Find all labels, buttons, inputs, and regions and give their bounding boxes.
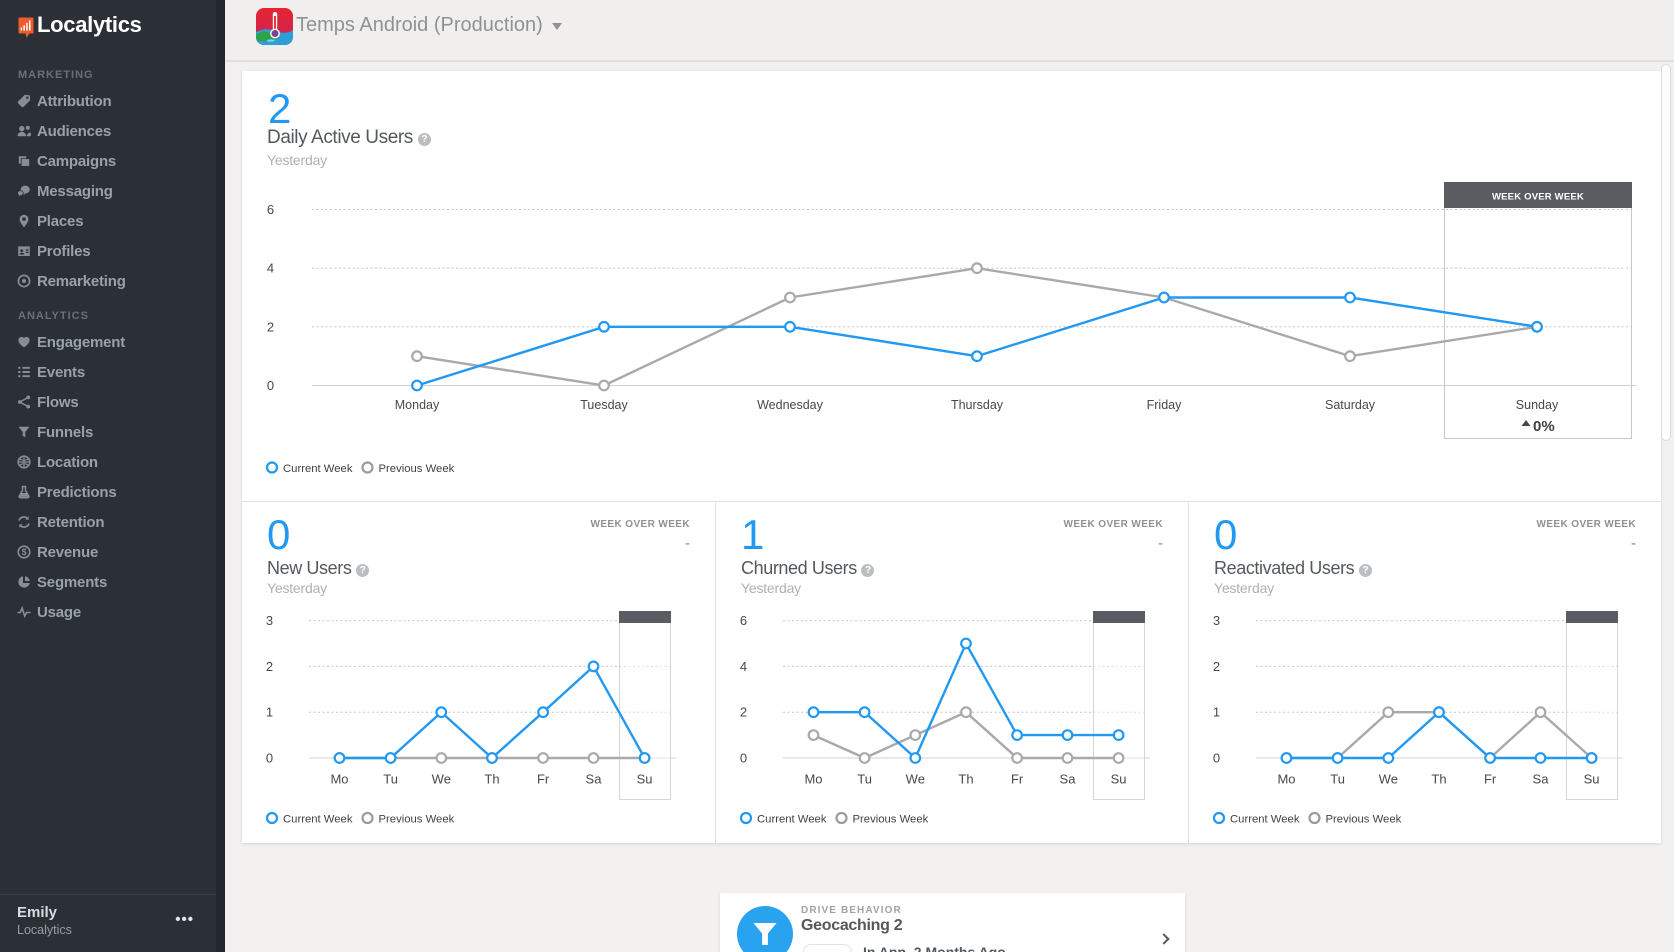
svg-text:Mo: Mo bbox=[1277, 772, 1295, 787]
svg-text:6: 6 bbox=[740, 613, 747, 628]
svg-text:Sunday: Sunday bbox=[1516, 398, 1559, 412]
svg-text:0: 0 bbox=[1213, 751, 1220, 766]
svg-text:Current Week: Current Week bbox=[1230, 814, 1300, 826]
svg-text:1: 1 bbox=[1213, 705, 1220, 720]
svg-text:Current Week: Current Week bbox=[757, 814, 827, 826]
svg-text:4: 4 bbox=[740, 659, 747, 674]
svg-text:Previous Week: Previous Week bbox=[379, 814, 455, 826]
svg-text:Tu: Tu bbox=[1330, 772, 1345, 787]
svg-text:$: $ bbox=[22, 547, 27, 557]
svg-text:Mo: Mo bbox=[804, 772, 822, 787]
svg-text:Sa: Sa bbox=[1060, 772, 1077, 787]
svg-text:2: 2 bbox=[266, 659, 273, 674]
svg-text:Current Week: Current Week bbox=[283, 814, 353, 826]
svg-text:Fr: Fr bbox=[537, 772, 550, 787]
svg-text:WEEK OVER WEEK: WEEK OVER WEEK bbox=[1492, 192, 1584, 203]
svg-text:Tu: Tu bbox=[383, 772, 398, 787]
svg-text:Monday: Monday bbox=[395, 398, 440, 412]
svg-text:Saturday: Saturday bbox=[1325, 398, 1376, 412]
svg-text:We: We bbox=[906, 772, 925, 787]
svg-text:2: 2 bbox=[267, 319, 274, 334]
svg-text:Current Week: Current Week bbox=[283, 463, 353, 475]
svg-text:Su: Su bbox=[1111, 772, 1127, 787]
svg-text:Previous Week: Previous Week bbox=[853, 814, 929, 826]
svg-text:Sa: Sa bbox=[586, 772, 603, 787]
svg-text:Su: Su bbox=[637, 772, 653, 787]
svg-text:2: 2 bbox=[740, 705, 747, 720]
svg-text:0%: 0% bbox=[1533, 418, 1555, 435]
svg-text:0: 0 bbox=[267, 378, 274, 393]
svg-text:6: 6 bbox=[267, 202, 274, 217]
svg-text:Th: Th bbox=[958, 772, 973, 787]
svg-text:Wednesday: Wednesday bbox=[757, 398, 824, 412]
svg-text:We: We bbox=[432, 772, 451, 787]
svg-text:0: 0 bbox=[266, 751, 273, 766]
svg-text:Thursday: Thursday bbox=[951, 398, 1004, 412]
svg-text:Tuesday: Tuesday bbox=[580, 398, 628, 412]
svg-text:Mo: Mo bbox=[330, 772, 348, 787]
svg-text:Th: Th bbox=[1431, 772, 1446, 787]
svg-text:Friday: Friday bbox=[1147, 398, 1182, 412]
svg-text:Previous Week: Previous Week bbox=[1326, 814, 1402, 826]
svg-text:Sa: Sa bbox=[1533, 772, 1550, 787]
svg-text:Previous Week: Previous Week bbox=[379, 463, 455, 475]
svg-text:Fr: Fr bbox=[1011, 772, 1024, 787]
svg-text:We: We bbox=[1379, 772, 1398, 787]
svg-text:Su: Su bbox=[1584, 772, 1600, 787]
svg-text:Th: Th bbox=[484, 772, 499, 787]
svg-text:3: 3 bbox=[266, 613, 273, 628]
svg-text:4: 4 bbox=[267, 261, 274, 276]
svg-text:2: 2 bbox=[1213, 659, 1220, 674]
svg-text:Tu: Tu bbox=[857, 772, 872, 787]
svg-text:1: 1 bbox=[266, 705, 273, 720]
svg-text:0: 0 bbox=[740, 751, 747, 766]
svg-text:Fr: Fr bbox=[1484, 772, 1497, 787]
svg-text:3: 3 bbox=[1213, 613, 1220, 628]
